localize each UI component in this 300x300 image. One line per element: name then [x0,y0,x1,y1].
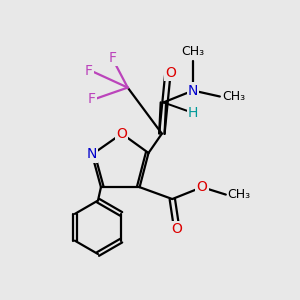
Text: H: H [188,106,198,120]
Text: F: F [88,92,96,106]
Text: F: F [85,64,92,78]
Text: O: O [171,222,182,236]
Text: CH₃: CH₃ [222,90,245,103]
Text: O: O [165,66,176,80]
Text: F: F [109,51,117,65]
Text: CH₃: CH₃ [227,188,250,201]
Text: N: N [87,148,97,161]
Text: CH₃: CH₃ [182,46,205,59]
Text: N: N [188,84,198,98]
Text: O: O [116,127,127,141]
Text: O: O [196,180,208,194]
